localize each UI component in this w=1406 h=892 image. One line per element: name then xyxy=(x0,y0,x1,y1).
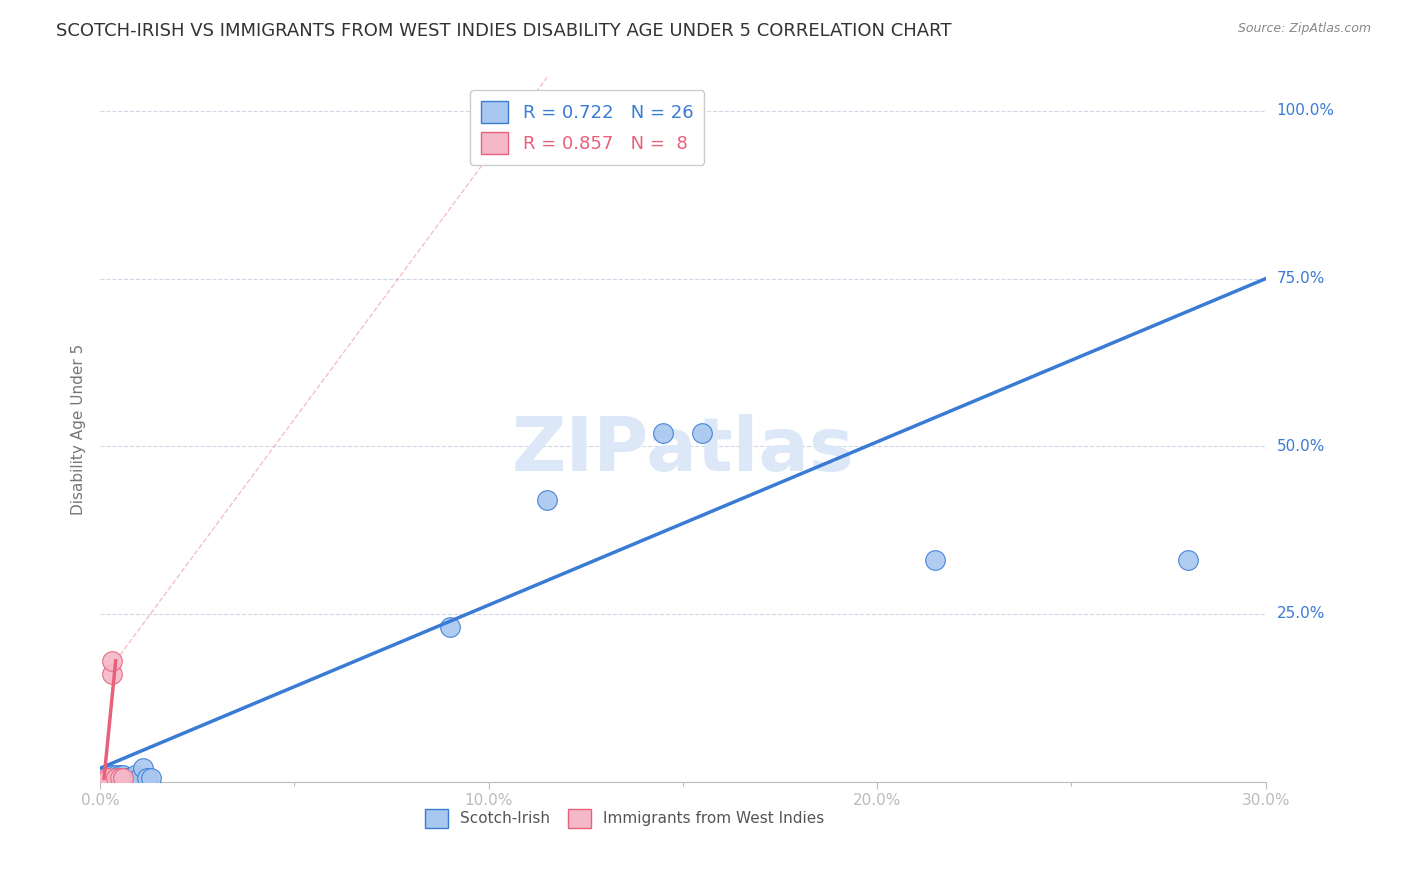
Point xyxy=(108,772,131,786)
Point xyxy=(97,772,120,786)
Text: 100.0%: 100.0% xyxy=(1277,103,1334,119)
Point xyxy=(93,772,115,786)
Text: Source: ZipAtlas.com: Source: ZipAtlas.com xyxy=(1237,22,1371,36)
Point xyxy=(97,772,120,786)
Point xyxy=(108,768,131,782)
Point xyxy=(112,772,135,786)
Point xyxy=(101,667,124,681)
Point xyxy=(652,425,675,440)
Point xyxy=(1177,553,1199,567)
Point xyxy=(104,772,127,786)
Point xyxy=(97,768,120,782)
Point xyxy=(93,772,115,786)
Point xyxy=(101,768,124,782)
Point xyxy=(117,772,139,786)
Point xyxy=(93,772,115,786)
Point xyxy=(536,493,558,508)
Text: 75.0%: 75.0% xyxy=(1277,271,1324,286)
Point xyxy=(924,553,946,567)
Point xyxy=(439,620,461,634)
Text: 50.0%: 50.0% xyxy=(1277,439,1324,454)
Point xyxy=(132,761,155,775)
Point xyxy=(93,772,115,786)
Point xyxy=(120,772,142,786)
Point xyxy=(101,772,124,786)
Point xyxy=(108,772,131,786)
Point xyxy=(104,772,127,786)
Y-axis label: Disability Age Under 5: Disability Age Under 5 xyxy=(72,344,86,516)
Legend: Scotch-Irish, Immigrants from West Indies: Scotch-Irish, Immigrants from West Indie… xyxy=(419,803,831,834)
Text: SCOTCH-IRISH VS IMMIGRANTS FROM WEST INDIES DISABILITY AGE UNDER 5 CORRELATION C: SCOTCH-IRISH VS IMMIGRANTS FROM WEST IND… xyxy=(56,22,952,40)
Point xyxy=(692,425,714,440)
Point xyxy=(135,772,157,786)
Point xyxy=(93,772,115,786)
Text: 25.0%: 25.0% xyxy=(1277,607,1324,622)
Point xyxy=(139,772,162,786)
Point xyxy=(124,768,146,782)
Point xyxy=(97,772,120,786)
Point xyxy=(104,768,127,782)
Point xyxy=(128,772,150,786)
Point xyxy=(112,768,135,782)
Text: ZIPatlas: ZIPatlas xyxy=(512,414,855,487)
Point xyxy=(101,654,124,668)
